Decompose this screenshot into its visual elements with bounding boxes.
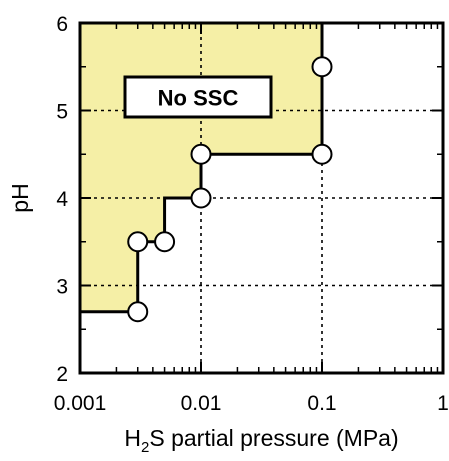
x-tick-label: 0.01: [181, 392, 222, 415]
x-axis-label-subscript: 2: [141, 439, 149, 456]
point-layer: [127, 56, 333, 323]
data-point: [190, 143, 212, 165]
y-tick-label: 6: [56, 13, 68, 36]
x-axis-label: H2S partial pressure (MPa): [124, 425, 398, 456]
data-point: [311, 56, 333, 78]
x-tick-label: 0.1: [307, 392, 336, 415]
x-axis-label-rest: S partial pressure (MPa): [149, 425, 398, 451]
no-ssc-label-box: [123, 75, 273, 119]
boundary-layer: [80, 23, 324, 314]
data-point: [127, 301, 149, 323]
x-axis-label-main: H: [124, 425, 141, 451]
y-axis-label: pH: [7, 183, 33, 212]
y-tick-labels: 2 3 4 5 6: [56, 13, 68, 386]
y-tick-label: 4: [56, 188, 68, 211]
y-tick-label: 5: [56, 101, 68, 124]
data-point: [311, 143, 333, 165]
x-tick-label: 0.001: [54, 392, 107, 415]
x-tick-label: 1: [437, 392, 449, 415]
plot-frame: [78, 21, 445, 375]
no-ssc-label: No SSC: [158, 86, 239, 111]
boundary-line: [80, 23, 324, 314]
data-point: [190, 187, 212, 209]
data-point: [154, 231, 176, 253]
x-tick-labels: 0.001 0.01 0.1 1: [54, 392, 449, 415]
y-tick-label: 3: [56, 276, 68, 299]
y-tick-label: 2: [56, 363, 68, 386]
annotation-layer: No SSC: [123, 75, 273, 119]
data-point: [127, 231, 149, 253]
